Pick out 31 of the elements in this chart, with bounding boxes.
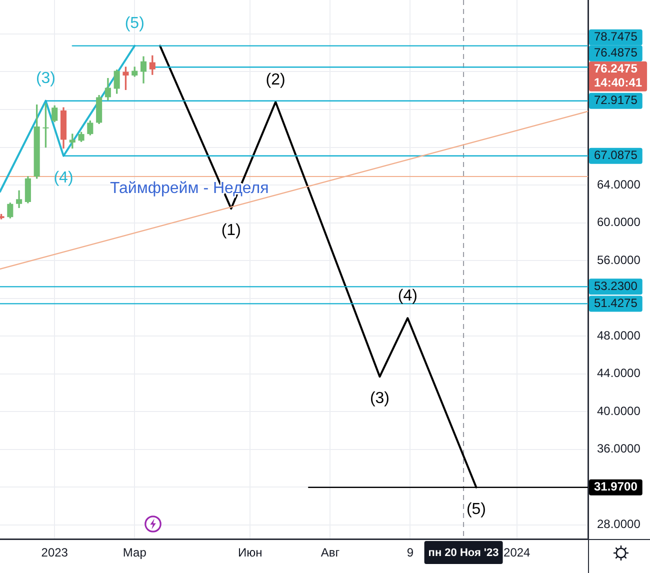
data-label: 51.4275 (594, 296, 638, 310)
x-tick-label: Мар (122, 546, 147, 560)
y-tick-label: 40.0000 (597, 404, 641, 418)
data-label: 53.2300 (594, 278, 638, 293)
data-label: 78.7475 (594, 30, 638, 44)
annotation: (1) (221, 222, 241, 240)
y-tick-label: 36.0000 (597, 442, 641, 456)
annotation: (3) (36, 70, 56, 88)
annotation: (3) (370, 390, 390, 408)
y-tick-label: 28.0000 (597, 517, 641, 532)
data-label: 31.9700 (594, 480, 638, 494)
annotation: (4) (54, 169, 74, 186)
x-tick-label: 9 (406, 546, 414, 560)
data-label: 72.9175 (594, 93, 638, 108)
annotation: (4) (398, 288, 418, 305)
y-tick-label: 56.0000 (597, 252, 641, 267)
y-tick-label: 64.0000 (597, 177, 641, 192)
annotation: (5) (124, 15, 144, 32)
x-tick-label: Авг (320, 546, 340, 560)
annotation: (5) (466, 500, 486, 518)
ref-line-label: пн 20 Ноя '23 (428, 547, 499, 560)
data-label: 67.0875 (594, 148, 638, 162)
annotation: (2) (266, 71, 286, 88)
y-tick-label: 44.0000 (597, 366, 641, 380)
x-tick-label: Июн (238, 546, 262, 560)
data-label: 76.4875 (594, 46, 638, 60)
y-tick-label: 48.0000 (597, 328, 641, 342)
x-tick-label: 2023 (41, 546, 68, 560)
text: 76.2475 14:40:41 (594, 62, 642, 90)
x-tick-label: 2024 (504, 546, 531, 560)
y-tick-label: 60.0000 (597, 215, 641, 230)
